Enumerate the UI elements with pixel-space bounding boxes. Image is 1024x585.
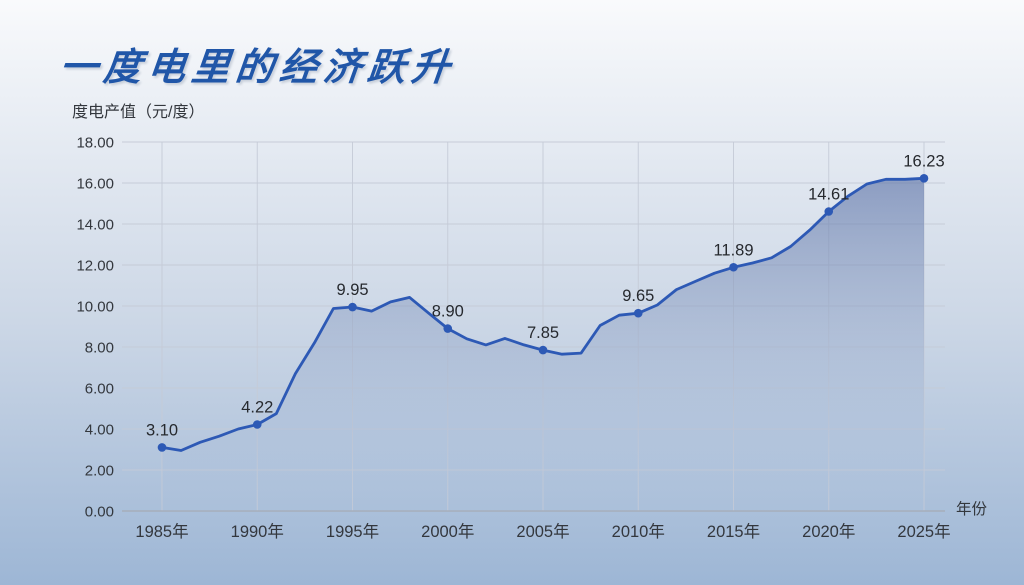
y-tick-label: 8.00 bbox=[85, 340, 114, 357]
area-fill bbox=[162, 178, 924, 512]
data-point-marker bbox=[157, 443, 167, 452]
data-point-marker bbox=[729, 262, 738, 272]
x-tick-label: 1990年 bbox=[231, 522, 284, 541]
data-point-marker bbox=[633, 308, 643, 318]
data-point-label: 16.23 bbox=[903, 152, 944, 170]
data-point-label: 4.22 bbox=[241, 398, 273, 416]
y-tick-label: 4.00 bbox=[85, 422, 114, 439]
x-tick-label: 2000年 bbox=[421, 522, 474, 541]
data-point-marker bbox=[824, 207, 834, 216]
x-tick-label: 2010年 bbox=[612, 522, 665, 541]
data-point-marker bbox=[348, 302, 357, 312]
data-point-label: 11.89 bbox=[713, 241, 753, 259]
data-point-label: 8.90 bbox=[432, 303, 464, 321]
x-tick-label: 2020年 bbox=[802, 522, 855, 541]
x-tick-label: 1985年 bbox=[135, 522, 188, 541]
x-tick-label: 2015年 bbox=[707, 522, 760, 541]
x-axis-title: 年份 bbox=[956, 500, 988, 518]
y-tick-label: 10.00 bbox=[76, 299, 114, 316]
x-axis-labels: 1985年 1990年 1995年 2000年 2005年 2010年 2015年 2020年… bbox=[135, 522, 950, 541]
data-point-label: 7.85 bbox=[527, 324, 559, 342]
y-axis-labels: 0.00 2.00 4.00 6.00 8.00 10.00 12.00 14.00 16.00… bbox=[76, 135, 114, 521]
y-axis-unit-label: 度电产值（元/度） bbox=[72, 104, 205, 121]
data-points: 3.10 4.22 9.95 8.90 7.85 9.65 11.89 14.61 16.23 bbox=[146, 152, 945, 452]
data-point-marker bbox=[919, 173, 929, 183]
y-tick-label: 12.00 bbox=[76, 258, 114, 275]
y-tick-label: 2.00 bbox=[85, 463, 114, 480]
data-point-marker bbox=[443, 324, 453, 333]
y-tick-label: 0.00 bbox=[85, 504, 114, 521]
data-point-marker bbox=[538, 345, 548, 355]
x-tick-label: 1995年 bbox=[326, 522, 379, 541]
data-point-marker bbox=[252, 420, 262, 429]
data-point-label: 9.95 bbox=[336, 281, 368, 299]
data-point-label: 3.10 bbox=[146, 421, 178, 439]
data-point-label: 9.65 bbox=[622, 287, 654, 305]
data-point-label: 14.61 bbox=[808, 185, 849, 203]
y-tick-label: 18.00 bbox=[76, 135, 114, 152]
x-tick-label: 2025年 bbox=[897, 522, 950, 541]
y-tick-label: 16.00 bbox=[76, 176, 114, 193]
y-tick-label: 14.00 bbox=[76, 217, 114, 234]
x-tick-label: 2005年 bbox=[516, 522, 569, 541]
y-tick-label: 6.00 bbox=[85, 381, 114, 398]
